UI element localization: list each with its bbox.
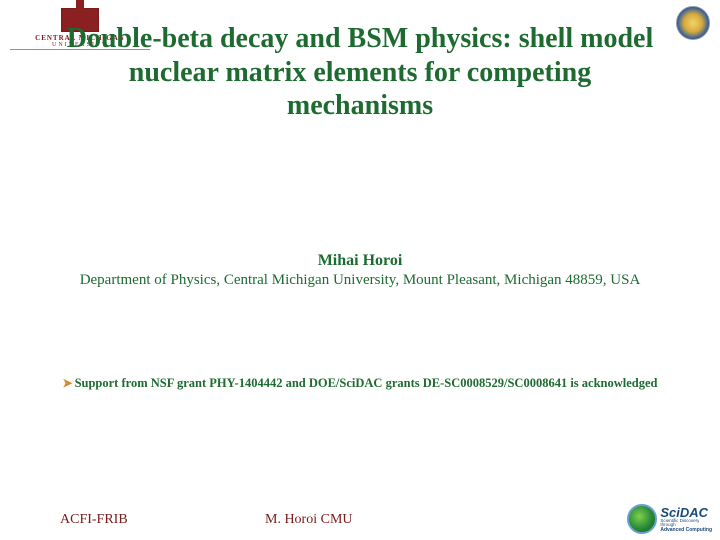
author-affiliation: Department of Physics, Central Michigan … [0,272,720,289]
bullet-arrow-icon: ➤ [63,376,73,390]
slide-title: Double-beta decay and BSM physics: shell… [0,22,720,123]
scidac-sub3: Advanced Computing [660,528,712,533]
support-text: Support from NSF grant PHY-1404442 and D… [75,376,658,390]
scidac-text: SciDAC Scientific Discovery through Adva… [660,506,712,533]
author-block: Mihai Horoi Department of Physics, Centr… [0,252,720,289]
support-line: ➤Support from NSF grant PHY-1404442 and … [0,376,720,391]
footer-left: ACFI-FRIB [60,512,128,528]
footer-center: M. Horoi CMU [265,512,353,528]
scidac-globe-icon [627,504,657,534]
scidac-name: SciDAC [660,506,712,519]
scidac-logo: SciDAC Scientific Discovery through Adva… [627,504,712,534]
author-name: Mihai Horoi [0,252,720,270]
